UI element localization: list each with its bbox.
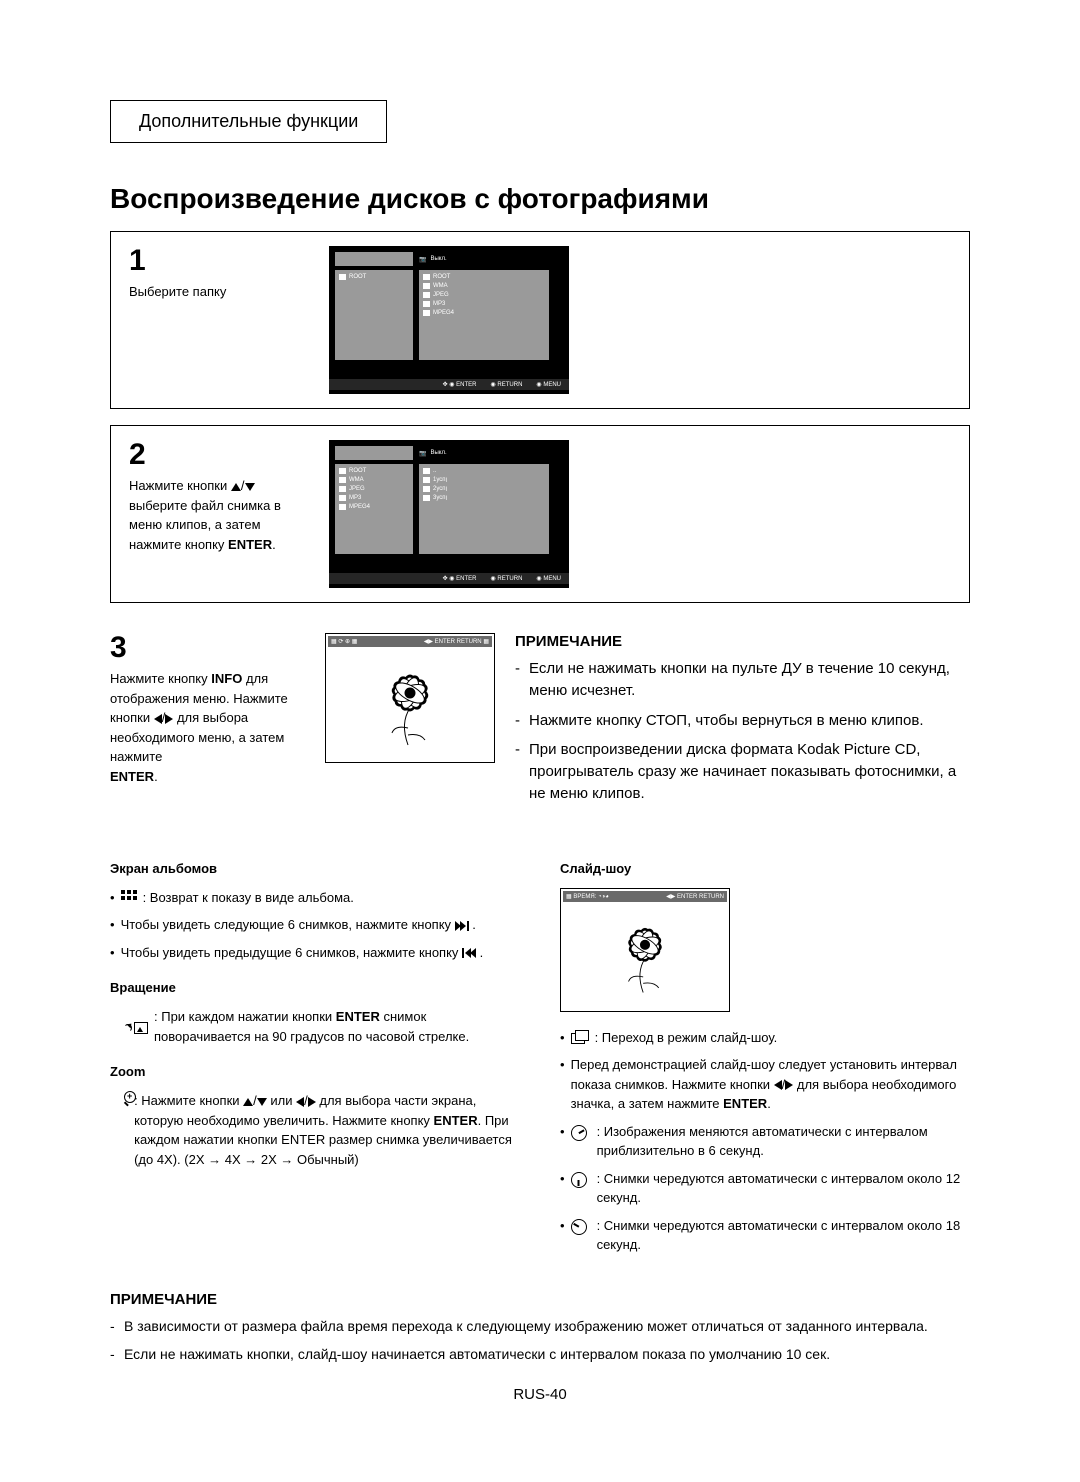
- screen-1-status: Выкл.: [430, 256, 446, 262]
- note-1-0: Если не нажимать кнопки на пульте ДУ в т…: [529, 658, 970, 702]
- s2-r1: 1успן: [433, 477, 447, 483]
- slideshow-title: Слайд-шоу: [560, 861, 970, 876]
- album-title: Экран альбомов: [110, 861, 520, 876]
- step-1-number: 1: [129, 246, 309, 276]
- screen-1: 📷 Выкл. ROOT ROOT WMA JPEG MP3 MPEG4 ✥ ◉…: [329, 246, 569, 394]
- screen-2-status: Выкл.: [430, 450, 446, 456]
- clock-18-row: • : Снимки чередуются автоматически с ин…: [560, 1216, 970, 1255]
- s1-enter: ENTER: [456, 382, 476, 388]
- flower-toolbar-2-right: ENTER RETURN: [677, 894, 724, 900]
- note-list-1: Если не нажимать кнопки на пульте ДУ в т…: [515, 658, 970, 805]
- note-title-1: ПРИМЕЧАНИЕ: [515, 633, 970, 650]
- category-label: Дополнительные функции: [110, 100, 387, 143]
- flower-preview-1: ▦ ⟳ ⊕ ▦ ◀▶ ENTER RETURN ▦: [325, 633, 495, 763]
- slideshow-icon: [571, 1030, 589, 1042]
- step-3-number: 3: [110, 633, 305, 663]
- flower-toolbar-1: ENTER RETURN: [435, 639, 482, 645]
- step-2-text: Нажмите кнопки / выберите файл снимка в …: [129, 476, 309, 554]
- album-next: • Чтобы увидеть следующие 6 снимков, наж…: [110, 915, 520, 935]
- step-2: 2 Нажмите кнопки / выберите файл снимка …: [110, 425, 970, 603]
- s1-menu: MENU: [543, 382, 561, 388]
- s1-r1: WMA: [433, 283, 448, 289]
- slideshow-pre: • Перед демонстрацией слайд-шоу следует …: [560, 1055, 970, 1114]
- step-1: 1 Выберите папку 📷 Выкл. ROOT ROOT WMA J…: [110, 231, 970, 409]
- footer-note-title: ПРИМЕЧАНИЕ: [110, 1291, 970, 1308]
- skip-back-icon: [462, 948, 476, 958]
- s2-l3: MP3: [349, 495, 361, 501]
- footer-note: ПРИМЕЧАНИЕ В зависимости от размера файл…: [110, 1291, 970, 1365]
- step-3: 3 Нажмите кнопку INFO для отображения ме…: [110, 619, 970, 827]
- clock-6-row: • : Изображения меняются автоматически с…: [560, 1122, 970, 1161]
- s1-left-0: ROOT: [349, 274, 366, 280]
- slideshow-mode: • : Переход в режим слайд-шоу.: [560, 1028, 970, 1048]
- step-1-text: Выберите папку: [129, 282, 309, 302]
- s1-r0: ROOT: [433, 274, 450, 280]
- album-prev: • Чтобы увидеть предыдущие 6 снимков, на…: [110, 943, 520, 963]
- page-title: Воспроизведение дисков с фотографиями: [110, 183, 970, 215]
- details-columns: Экран альбомов • : Возврат к показу в ви…: [110, 843, 970, 1263]
- footer-note-2: Если не нажимать кнопки, слайд-шоу начин…: [124, 1344, 970, 1364]
- rotation-row: : При каждом нажатии кнопки ENTER снимок…: [110, 1007, 520, 1046]
- s1-r4: MPEG4: [433, 310, 454, 316]
- album-return: • : Возврат к показу в виде альбома.: [110, 888, 520, 908]
- zoom-row: : Нажмите кнопки / или / для выбора част…: [110, 1091, 520, 1169]
- screen-2: 📷 Выкл. ROOT WMA JPEG MP3 MPEG4 .. 1успן…: [329, 440, 569, 588]
- flower-image-2: [590, 908, 700, 1000]
- grid-icon: [121, 890, 137, 902]
- clock-12-row: • : Снимки чередуются автоматически с ин…: [560, 1169, 970, 1208]
- step-3-text: Нажмите кнопку INFO для отображения меню…: [110, 669, 305, 786]
- clock-18-icon: [571, 1219, 587, 1235]
- s2-enter: ENTER: [456, 576, 476, 582]
- s2-l2: JPEG: [349, 486, 365, 492]
- zoom-title: Zoom: [110, 1064, 520, 1079]
- step-2-number: 2: [129, 440, 309, 470]
- note-1-2: При воспроизведении диска формата Kodak …: [529, 739, 970, 804]
- rotate-icon: [124, 1008, 148, 1047]
- flower-toolbar-2-left: ВРЕМЯ:: [573, 894, 596, 900]
- s2-r0: ..: [433, 468, 436, 474]
- s2-l0: ROOT: [349, 468, 366, 474]
- s2-return: RETURN: [497, 576, 522, 582]
- clock-6-icon: [571, 1125, 587, 1141]
- s1-return: RETURN: [497, 382, 522, 388]
- s2-l4: MPEG4: [349, 504, 370, 510]
- s2-r2: 2успן: [433, 486, 447, 492]
- footer-note-1: В зависимости от размера файла время пер…: [124, 1316, 970, 1336]
- s2-r3: 3успן: [433, 495, 447, 501]
- note-1-1: Нажмите кнопку СТОП, чтобы вернуться в м…: [529, 710, 970, 732]
- clock-12-icon: [571, 1172, 587, 1188]
- s2-l1: WMA: [349, 477, 364, 483]
- rotation-title: Вращение: [110, 980, 520, 995]
- s2-menu: MENU: [543, 576, 561, 582]
- page-number: RUS-40: [110, 1386, 970, 1403]
- flower-preview-2: ▦ ВРЕМЯ: ◔◑◕ ◀▶ ENTER RETURN: [560, 888, 730, 1012]
- skip-forward-icon: [455, 921, 469, 931]
- zoom-icon: [124, 1091, 128, 1105]
- s1-r2: JPEG: [433, 292, 449, 298]
- flower-image: [350, 653, 470, 753]
- s1-r3: MP3: [433, 301, 445, 307]
